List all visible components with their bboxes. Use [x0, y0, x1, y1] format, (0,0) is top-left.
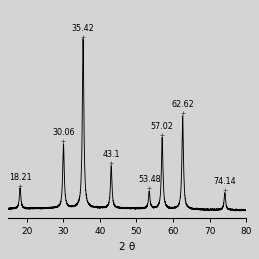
Text: 30.06: 30.06 [52, 128, 75, 137]
Text: 43.1: 43.1 [103, 150, 120, 159]
Text: 62.62: 62.62 [171, 100, 194, 109]
Text: 57.02: 57.02 [151, 122, 174, 131]
Text: 74.14: 74.14 [213, 177, 236, 186]
Text: 18.21: 18.21 [9, 172, 31, 182]
Text: 35.42: 35.42 [72, 24, 95, 33]
Text: 53.48: 53.48 [138, 175, 161, 184]
X-axis label: 2 θ: 2 θ [119, 242, 135, 252]
